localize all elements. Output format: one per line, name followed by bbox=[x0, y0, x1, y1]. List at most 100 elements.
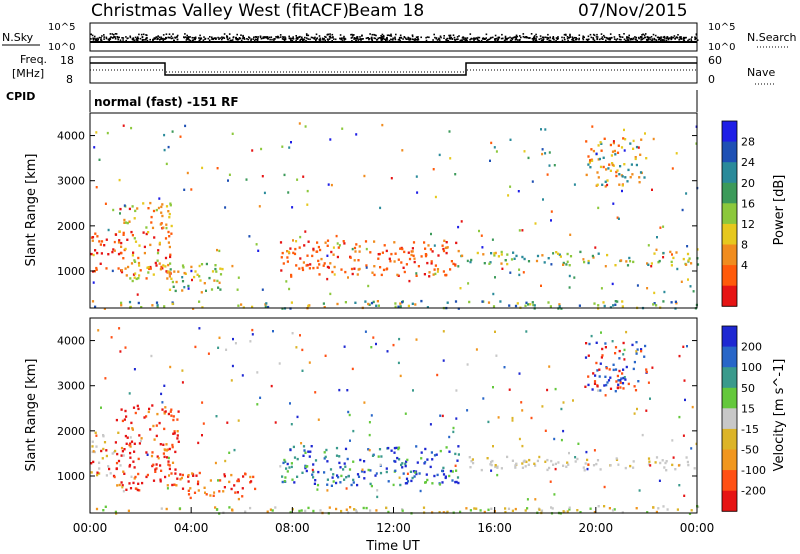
nsky-point bbox=[108, 39, 111, 42]
nsky-point bbox=[382, 34, 385, 37]
heatmap-cell-sparse bbox=[684, 398, 686, 402]
heatmap-cell bbox=[445, 446, 448, 449]
heatmap-cell bbox=[548, 466, 551, 470]
heatmap-cell bbox=[404, 462, 407, 465]
heatmap-cell-sparse bbox=[311, 468, 314, 472]
nsky-point bbox=[191, 36, 194, 39]
heatmap-cell bbox=[595, 341, 598, 344]
nsky-point bbox=[533, 36, 536, 39]
heatmap-cell bbox=[569, 255, 573, 258]
heatmap-cell-sparse bbox=[560, 407, 563, 411]
nsky-point bbox=[578, 37, 580, 40]
nsky-point bbox=[162, 34, 165, 36]
nsky-point bbox=[668, 37, 671, 39]
nsky-point bbox=[459, 39, 462, 42]
heatmap-cell bbox=[583, 469, 586, 472]
heatmap-cell bbox=[601, 183, 604, 186]
heatmap-cell bbox=[332, 480, 335, 483]
heatmap-cell bbox=[682, 257, 685, 261]
nsky-point bbox=[546, 36, 548, 39]
heatmap-cell-sparse bbox=[612, 140, 615, 143]
heatmap-cell bbox=[619, 381, 622, 384]
heatmap-cell bbox=[623, 163, 626, 166]
nsky-point bbox=[603, 34, 605, 37]
heatmap-cell bbox=[187, 474, 190, 477]
heatmap-cell-sparse bbox=[574, 456, 577, 459]
heatmap-cell bbox=[400, 261, 403, 264]
heatmap-cell bbox=[434, 264, 437, 267]
heatmap-cell bbox=[574, 460, 577, 463]
heatmap-cell bbox=[187, 489, 190, 492]
heatmap-cell bbox=[94, 431, 97, 434]
nsky-point bbox=[644, 33, 647, 35]
colorbar-segment bbox=[722, 326, 737, 347]
heatmap-cell bbox=[137, 482, 140, 485]
nsky-point bbox=[435, 37, 438, 39]
heatmap-cell bbox=[98, 240, 101, 243]
nsky-point bbox=[168, 36, 170, 39]
heatmap-cell bbox=[145, 475, 148, 479]
heatmap-cell bbox=[354, 301, 357, 304]
heatmap-cell bbox=[622, 341, 625, 345]
nsky-point bbox=[411, 34, 414, 36]
heatmap-cell bbox=[602, 165, 605, 169]
heatmap-cell bbox=[555, 251, 558, 254]
nsky-point bbox=[341, 39, 344, 41]
heatmap-cell bbox=[286, 256, 289, 259]
nsky-point bbox=[574, 36, 576, 39]
nsky-point bbox=[250, 38, 252, 40]
nsky-point bbox=[623, 33, 625, 35]
heatmap-cell bbox=[171, 301, 174, 304]
heatmap-cell bbox=[515, 254, 518, 258]
heatmap-cell bbox=[124, 247, 127, 251]
heatmap-cell bbox=[122, 257, 125, 260]
heatmap-cell bbox=[506, 253, 509, 256]
heatmap-cell-sparse bbox=[492, 386, 494, 389]
nsky-point bbox=[371, 33, 374, 36]
heatmap-cell bbox=[151, 451, 154, 454]
heatmap-cell-sparse bbox=[649, 397, 651, 400]
nsky-point bbox=[462, 36, 465, 39]
nsky-point bbox=[552, 37, 555, 40]
heatmap-cell-sparse bbox=[629, 260, 632, 263]
heatmap-cell bbox=[288, 466, 291, 469]
heatmap-cell bbox=[180, 476, 183, 480]
nsky-point bbox=[539, 35, 542, 37]
nsky-point bbox=[376, 38, 379, 41]
heatmap-cell bbox=[401, 247, 404, 251]
heatmap-cell bbox=[312, 470, 315, 474]
heatmap-cell bbox=[179, 478, 182, 481]
nsky-point bbox=[432, 39, 434, 41]
heatmap-cell bbox=[219, 288, 222, 291]
heatmap-cell bbox=[436, 268, 440, 271]
heatmap-cell bbox=[446, 510, 449, 514]
heatmap-cell bbox=[693, 467, 696, 470]
heatmap-cell bbox=[314, 479, 317, 482]
nsky-point bbox=[392, 37, 394, 40]
nsky-point bbox=[653, 38, 655, 41]
heatmap-cell bbox=[291, 478, 294, 481]
heatmap-cell-sparse bbox=[406, 472, 409, 475]
nsky-point bbox=[603, 36, 606, 39]
heatmap-cell bbox=[406, 458, 409, 462]
nsky-point bbox=[141, 36, 144, 39]
nsky-point bbox=[143, 39, 145, 41]
nsky-label: N.Sky bbox=[2, 31, 34, 44]
heatmap-cell bbox=[353, 508, 356, 511]
nsky-point bbox=[169, 37, 171, 39]
heatmap-cell-sparse bbox=[118, 178, 121, 182]
nsky-point bbox=[500, 37, 503, 40]
nsky-point bbox=[374, 34, 376, 36]
heatmap-cell bbox=[156, 304, 159, 307]
heatmap-cell bbox=[527, 463, 530, 466]
heatmap-cell bbox=[212, 494, 215, 497]
heatmap-cell bbox=[94, 249, 97, 252]
heatmap-cell-sparse bbox=[658, 479, 661, 482]
nsky-point bbox=[92, 39, 95, 41]
nsky-point bbox=[576, 38, 578, 40]
heatmap-cell bbox=[514, 304, 518, 308]
heatmap-cell bbox=[403, 270, 406, 274]
heatmap-cell bbox=[624, 176, 627, 179]
heatmap-cell-sparse bbox=[686, 245, 689, 248]
heatmap-cell bbox=[219, 479, 222, 482]
